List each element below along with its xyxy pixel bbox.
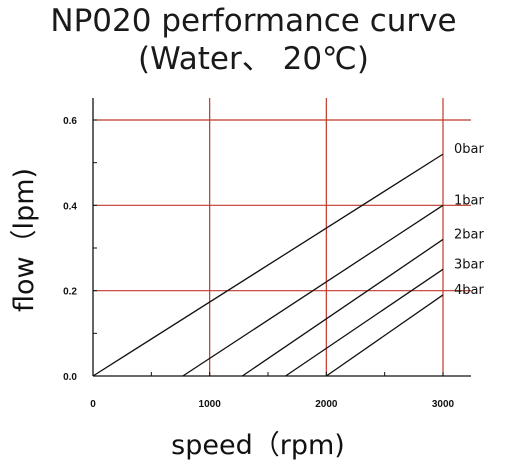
- series-label-2bar: 2bar: [454, 227, 484, 242]
- series-line-0bar: [92, 153, 444, 377]
- series-label-0bar: 0bar: [454, 142, 484, 157]
- x-axis-title: speed（rpm): [171, 430, 345, 461]
- chart-subtitle: (Water、 20℃): [138, 41, 369, 77]
- series-line-4bar: [325, 294, 444, 377]
- chart-title: NP020 performance curve: [50, 3, 457, 39]
- y-tick-label-0: 0.0: [63, 372, 77, 383]
- series-line-1bar: [182, 204, 444, 377]
- series-label-4bar: 4bar: [454, 283, 484, 298]
- series-label-3bar: 3bar: [454, 257, 484, 272]
- y-axis-title: flow（lpm): [9, 168, 40, 312]
- series-label-1bar: 1bar: [454, 193, 484, 208]
- series-line-2bar: [241, 238, 444, 377]
- y-tick-label-2: 0.4: [63, 201, 77, 212]
- x-tick-label-2: 2000: [315, 399, 338, 410]
- series-line-3bar: [285, 268, 444, 377]
- x-tick-label-3: 3000: [432, 399, 455, 410]
- y-tick-label-3: 0.6: [63, 116, 77, 127]
- y-tick-label-1: 0.2: [63, 287, 77, 298]
- x-tick-label-0: 0: [90, 399, 96, 410]
- x-tick-label-1: 1000: [199, 399, 222, 410]
